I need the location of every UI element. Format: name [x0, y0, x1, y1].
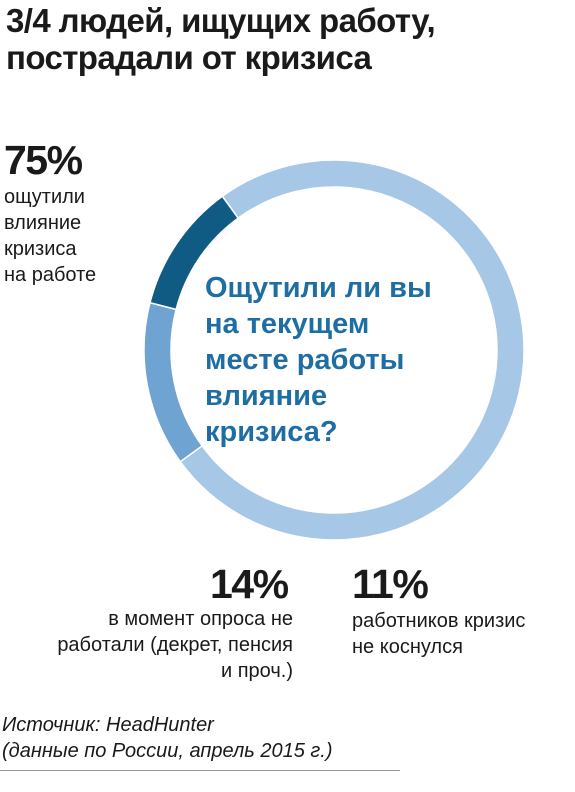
affected-percent: 75% [4, 137, 83, 183]
not-working-description-line: работали (декрет, пенсия [57, 634, 293, 656]
source-note: Источник: HeadHunter (данные по России, … [2, 712, 333, 764]
not-working-description-line: и проч.) [220, 660, 293, 682]
not-affected-percent: 11% [352, 561, 429, 607]
source-line-2: (данные по России, апрель 2015 г.) [2, 740, 333, 762]
not-affected-description-line: не коснулся [352, 636, 463, 658]
not-affected-description: работников кризис не коснулся [352, 608, 525, 660]
affected-description-line: на работе [4, 264, 97, 286]
not-working-description: в момент опроса не работали (декрет, пен… [57, 606, 293, 684]
not-working-description-line: в момент опроса не [108, 608, 293, 630]
affected-description: ощутили влияние кризиса на работе [4, 184, 96, 288]
affected-description-line: кризиса [4, 238, 77, 260]
footer-divider [0, 770, 400, 771]
source-line-1: Источник: HeadHunter [2, 714, 214, 736]
center-question-line: месте работы [205, 344, 405, 376]
center-question-line: на текущем [205, 308, 370, 340]
center-question: Ощутили ли вы на текущем месте работы вл… [205, 270, 445, 450]
affected-description-line: влияние [4, 212, 82, 234]
affected-description-line: ощутили [4, 186, 85, 208]
donut-slice-affected [179, 159, 525, 541]
center-question-line: Ощутили ли вы [205, 272, 432, 304]
chart-title-line-2: пострадали от кризиса [6, 39, 372, 76]
center-question-line: кризиса? [205, 416, 338, 448]
not-affected-description-line: работников кризис [352, 610, 526, 632]
center-question-line: влияние [205, 380, 328, 412]
not-working-percent: 14% [210, 561, 289, 607]
donut-slice-not-working [143, 301, 204, 463]
chart-title: 3/4 людей, ищущих работу, пострадали от … [6, 2, 566, 76]
chart-title-line-1: 3/4 людей, ищущих работу, [6, 2, 436, 39]
